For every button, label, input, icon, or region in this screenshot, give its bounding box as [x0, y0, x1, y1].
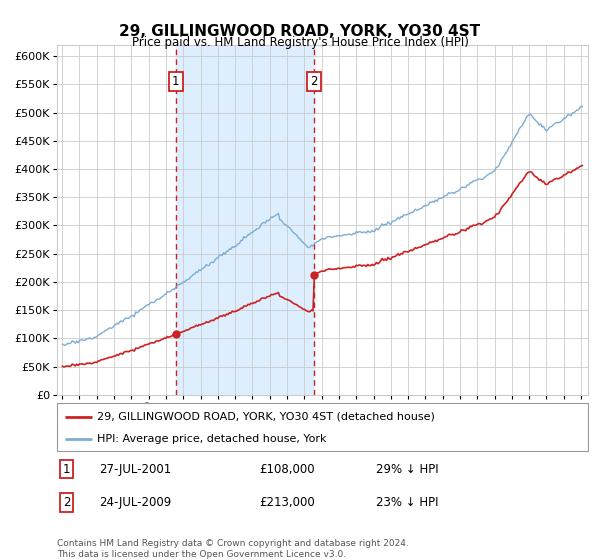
Text: 24-JUL-2009: 24-JUL-2009 — [100, 496, 172, 509]
Text: 1: 1 — [172, 75, 179, 88]
Text: 1: 1 — [63, 463, 70, 475]
Text: 29% ↓ HPI: 29% ↓ HPI — [376, 463, 438, 475]
Text: 2: 2 — [310, 75, 318, 88]
Text: £108,000: £108,000 — [259, 463, 314, 475]
Text: £213,000: £213,000 — [259, 496, 314, 509]
Text: 2: 2 — [63, 496, 70, 509]
Text: Contains HM Land Registry data © Crown copyright and database right 2024.
This d: Contains HM Land Registry data © Crown c… — [57, 539, 409, 559]
Text: HPI: Average price, detached house, York: HPI: Average price, detached house, York — [97, 434, 326, 444]
Text: 27-JUL-2001: 27-JUL-2001 — [100, 463, 172, 475]
Bar — [176, 45, 314, 395]
Text: 23% ↓ HPI: 23% ↓ HPI — [376, 496, 438, 509]
Text: 29, GILLINGWOOD ROAD, YORK, YO30 4ST (detached house): 29, GILLINGWOOD ROAD, YORK, YO30 4ST (de… — [97, 412, 434, 422]
Text: 29, GILLINGWOOD ROAD, YORK, YO30 4ST: 29, GILLINGWOOD ROAD, YORK, YO30 4ST — [119, 24, 481, 39]
Text: Price paid vs. HM Land Registry's House Price Index (HPI): Price paid vs. HM Land Registry's House … — [131, 36, 469, 49]
